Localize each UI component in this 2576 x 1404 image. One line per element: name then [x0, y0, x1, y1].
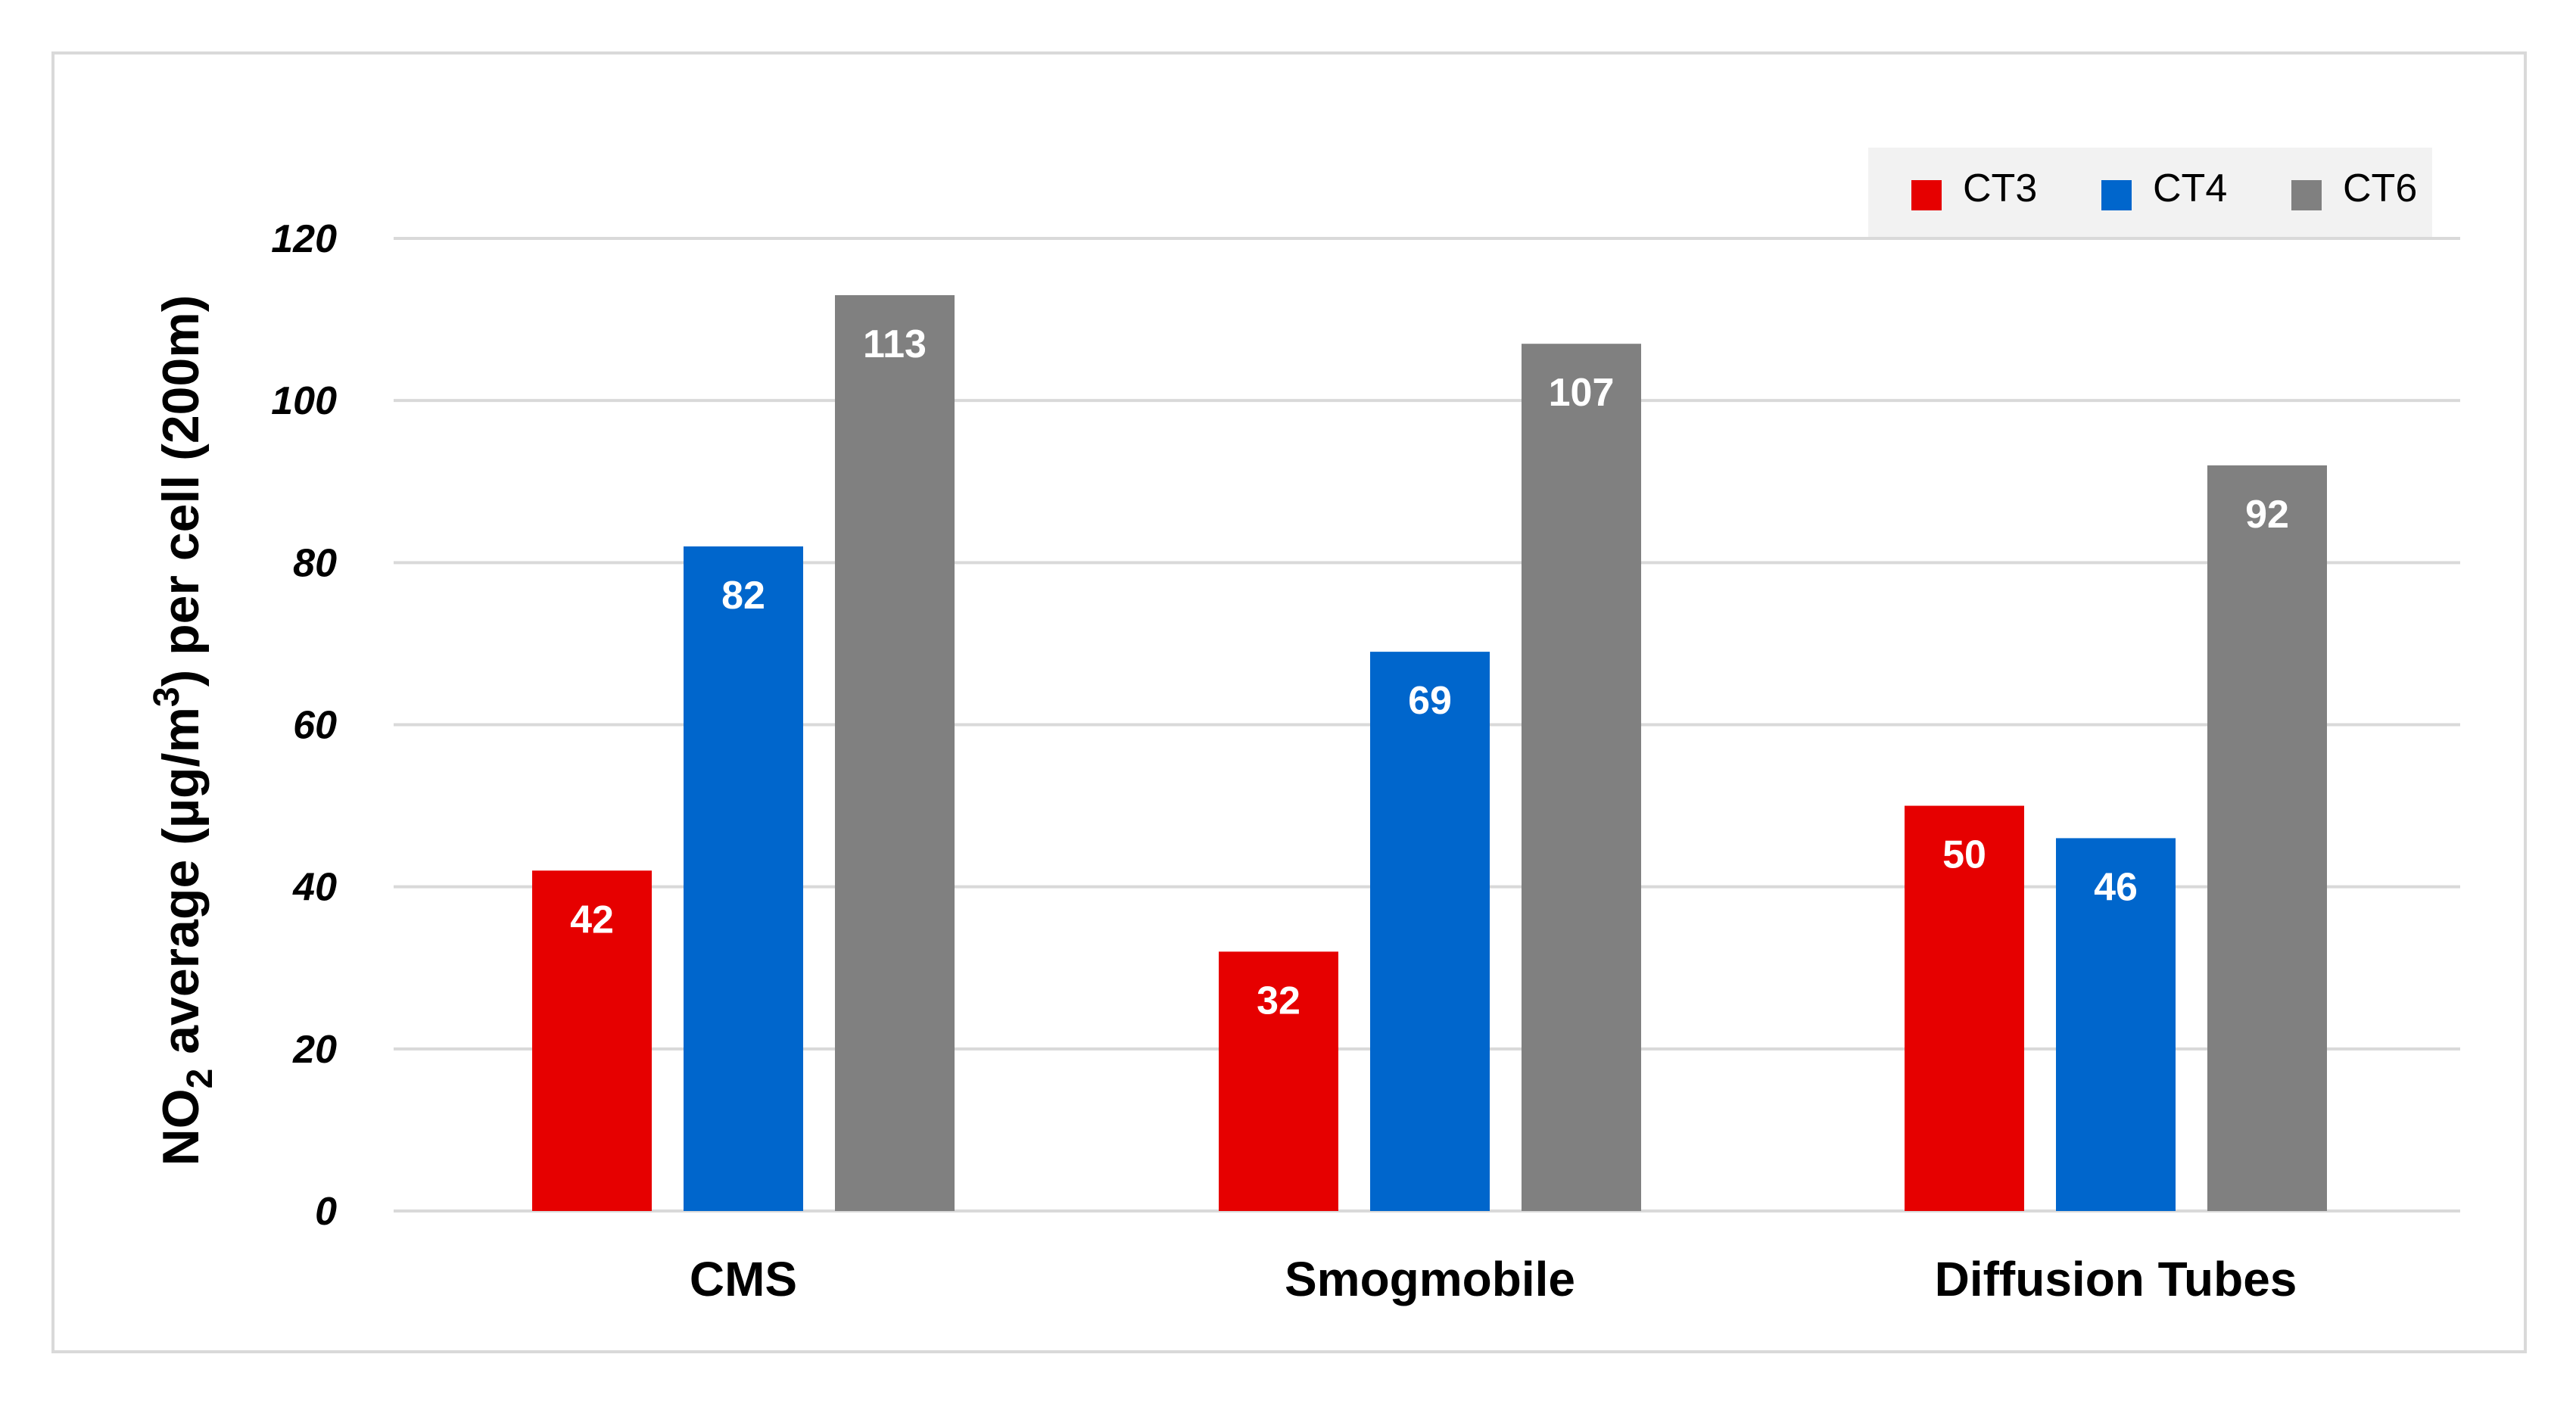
bar-ct3-cms [532, 870, 652, 1211]
bar-ct3-smogmobile [1219, 951, 1338, 1211]
legend-swatch-ct4 [2101, 180, 2132, 210]
bar-ct6-cms [835, 294, 955, 1211]
data-label: 32 [1257, 979, 1300, 1023]
y-tick-label: 20 [292, 1028, 337, 1072]
bar-ct4-smogmobile [1370, 652, 1490, 1211]
data-label: 69 [1408, 679, 1452, 723]
bar-ct3-diffusion-tubes [1905, 805, 2024, 1211]
legend-label-ct3: CT3 [1963, 167, 2037, 210]
data-label: 82 [721, 574, 765, 618]
legend-background [1868, 148, 2432, 237]
data-labels: 42 82 113 32 69 107 50 46 92 [570, 322, 2289, 1023]
bar-ct6-diffusion-tubes [2207, 465, 2327, 1211]
legend-swatch-ct3 [1911, 180, 1942, 210]
legend-swatch-ct6 [2291, 180, 2322, 210]
y-tick-label: 120 [271, 217, 337, 261]
bars [532, 294, 2327, 1211]
y-tick-label: 0 [315, 1190, 337, 1234]
y-axis-label-middle: average (µg/m [152, 707, 210, 1069]
y-tick-label: 60 [293, 704, 337, 748]
y-tick-label: 80 [293, 541, 337, 585]
data-label: 113 [863, 322, 927, 366]
data-label: 46 [2094, 865, 2138, 909]
svg-text:NO2 average (µg/m3) per cell (: NO2 average (µg/m3) per cell (200m) [147, 295, 220, 1166]
data-label: 42 [570, 898, 614, 942]
x-category-label: Diffusion Tubes [1935, 1252, 2297, 1306]
legend-label-ct6: CT6 [2343, 167, 2417, 210]
y-axis-label-subscript: 2 [180, 1069, 220, 1089]
y-axis-label-prefix: NO [152, 1088, 210, 1166]
legend-label-ct4: CT4 [2153, 167, 2227, 210]
bar-ct6-smogmobile [1522, 344, 1641, 1211]
bar-ct4-cms [684, 546, 803, 1211]
data-label: 50 [1942, 833, 1986, 877]
x-axis-categories: CMS Smogmobile Diffusion Tubes [690, 1252, 2297, 1306]
x-category-label: CMS [690, 1252, 797, 1306]
y-tick-label: 40 [292, 866, 337, 910]
x-category-label: Smogmobile [1285, 1252, 1575, 1306]
y-axis-label: NO2 average (µg/m3) per cell (200m) [147, 295, 220, 1166]
y-axis-label-superscript: 3 [147, 686, 187, 707]
y-axis-ticks: 0 20 40 60 80 100 120 [271, 217, 337, 1234]
data-label: 92 [2245, 493, 2289, 537]
y-axis-label-suffix: ) per cell (200m) [152, 295, 210, 687]
legend: CT3 CT4 CT6 [1868, 148, 2432, 237]
bar-ct4-diffusion-tubes [2056, 838, 2176, 1211]
data-label: 107 [1549, 371, 1615, 415]
y-tick-label: 100 [271, 379, 337, 423]
